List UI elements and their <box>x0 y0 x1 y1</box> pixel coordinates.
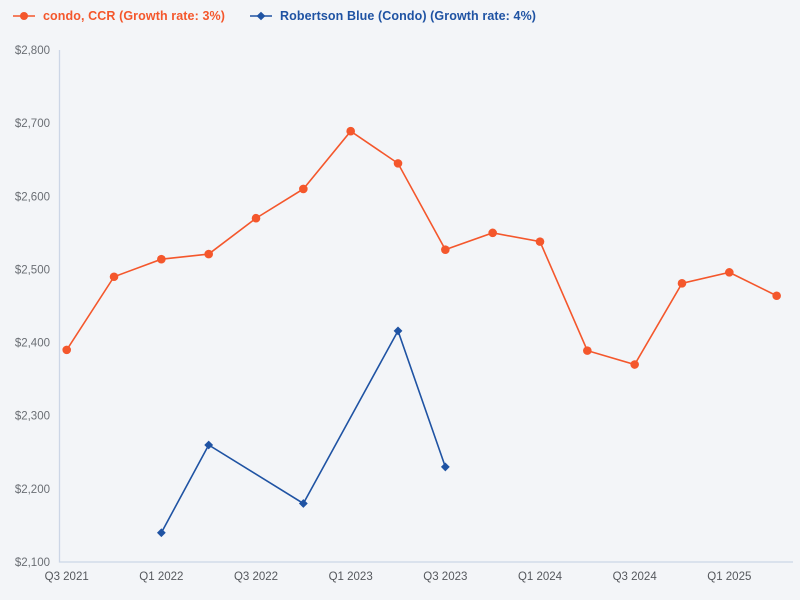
y-axis-tick-label: $2,200 <box>15 484 50 496</box>
y-axis-tick-label: $2,700 <box>15 118 50 130</box>
data-point-marker[interactable] <box>204 249 213 259</box>
data-point-marker[interactable] <box>298 499 308 508</box>
legend-label-robertson-blue: Robertson Blue (Condo) (Growth rate: 4%) <box>279 9 537 23</box>
data-point-marker[interactable] <box>156 528 166 538</box>
data-point-marker[interactable] <box>535 237 545 246</box>
x-axis-tick-label: Q1 2022 <box>139 571 183 583</box>
data-point-marker[interactable] <box>62 345 71 355</box>
x-axis-tick-label: Q1 2023 <box>329 571 373 583</box>
legend-label-condo-ccr: condo, CCR (Growth rate: 3%) <box>43 9 225 23</box>
axis-lines <box>58 50 793 563</box>
data-point-marker[interactable] <box>393 326 403 336</box>
data-point-marker[interactable] <box>204 440 214 450</box>
data-point-marker[interactable] <box>772 291 781 301</box>
y-axis-tick-label: $2,600 <box>15 191 50 203</box>
y-axis-tick-label: $2,500 <box>15 264 50 276</box>
data-point-marker[interactable] <box>441 245 450 254</box>
data-point-marker[interactable] <box>251 213 261 223</box>
y-axis-tick-label: $2,400 <box>15 338 50 350</box>
data-point-marker[interactable] <box>725 268 734 277</box>
legend-line-circle-icon <box>13 12 35 20</box>
x-axis-tick-label: Q3 2024 <box>613 571 658 583</box>
data-point-marker[interactable] <box>109 272 119 282</box>
y-axis-tick-label: $2,800 <box>15 45 50 57</box>
data-point-marker[interactable] <box>583 346 592 355</box>
legend-item-robertson-blue[interactable]: Robertson Blue (Condo) (Growth rate: 4%) <box>249 9 536 23</box>
data-point-marker[interactable] <box>677 279 687 288</box>
data-point-marker[interactable] <box>157 254 166 264</box>
x-axis-tick-label: Q3 2022 <box>234 571 278 583</box>
x-axis-tick-label: Q1 2024 <box>518 571 563 583</box>
x-axis-tick-label: Q1 2025 <box>707 571 751 583</box>
legend: condo, CCR (Growth rate: 3%) Robertson B… <box>12 9 536 23</box>
x-axis-tick-label: Q3 2023 <box>423 571 467 583</box>
y-axis-tick-label: $2,100 <box>15 557 50 569</box>
data-point-marker[interactable] <box>346 126 355 136</box>
data-point-marker[interactable] <box>299 184 308 194</box>
x-axis-tick-label: Q3 2021 <box>45 571 89 583</box>
data-point-marker[interactable] <box>488 228 497 238</box>
data-point-marker[interactable] <box>630 360 639 369</box>
series-line-circle <box>66 130 778 366</box>
legend-item-condo-ccr[interactable]: condo, CCR (Growth rate: 3%) <box>12 9 225 23</box>
data-point-marker[interactable] <box>393 159 403 168</box>
y-axis-tick-label: $2,300 <box>15 411 50 423</box>
data-point-marker[interactable] <box>440 462 450 472</box>
legend-line-diamond-icon <box>249 11 272 21</box>
